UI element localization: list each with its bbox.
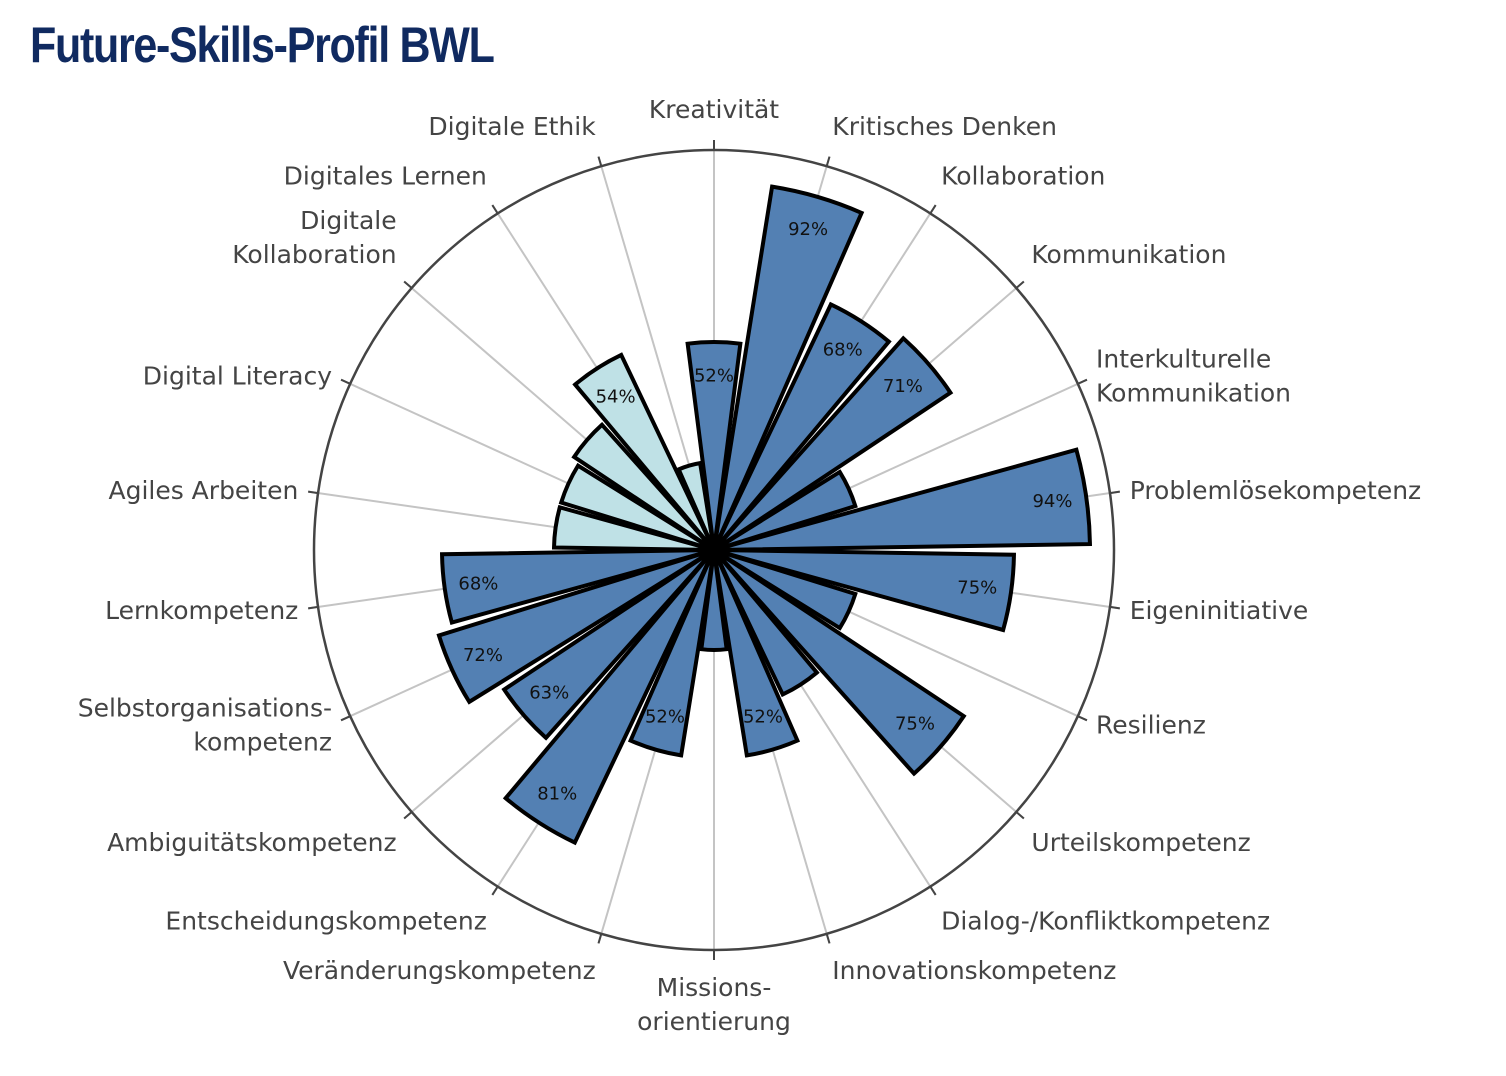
value-label-problemloesekompetenz: 94% [1032,491,1072,512]
value-label-innovationskompetenz: 52% [743,707,783,728]
bar-digitale-kollaboration [571,421,716,552]
tick-interkulturelle-kommunikation [1077,378,1088,385]
value-label-veraenderungskompetenz: 52% [645,707,685,728]
bar-kreativitaet [685,340,743,551]
category-label-urteilskompetenz: Urteilskompetenz [1031,828,1250,857]
value-label-kollaboration: 68% [823,339,863,360]
category-label-interkulturelle-kommunikation: Interkulturelle Kommunikation [1096,345,1291,408]
value-label-kritisches-denken: 92% [788,219,828,240]
bar-resilienz [712,548,858,631]
category-label-selbstorganisations-kompetenz: Selbstorganisations-kompetenz [78,694,332,757]
tick-digitale-ethik [597,156,603,167]
bar-problemloesekompetenz [713,447,1092,552]
tick-digital-literacy [340,378,351,385]
tick-eigeninitiative [1109,605,1120,610]
category-label-dialog-konfliktkompetenz: Dialog-/Konfliktkompetenz [941,906,1270,935]
category-label-innovationskompetenz: Innovationskompetenz [832,956,1116,985]
value-label-kommunikation: 71% [883,376,923,397]
value-label-lernkompetenz: 68% [458,573,498,594]
tick-digitale-kollaboration [403,280,413,289]
tick-dialog-konfliktkompetenz [929,885,937,896]
bar-veraenderungskompetenz [627,549,716,758]
bar-kommunikation [712,335,954,552]
tick-urteilskompetenz [1015,811,1025,820]
bar-urteilskompetenz [712,548,967,777]
category-label-digitale-kollaboration: Digitale Kollaboration [232,206,396,269]
tick-problemloesekompetenz [1109,490,1120,495]
tick-kommunikation [1015,280,1025,289]
category-label-problemloesekompetenz: Problemlösekompetenz [1130,476,1422,505]
category-labels: Kreativität Kritisches Denken Kollaboratio… [78,95,1421,1036]
value-label-entscheidungskompetenz: 81% [537,784,577,805]
category-label-digital-literacy: Digital Literacy [143,362,332,391]
tick-resilienz [1077,715,1088,722]
tick-agiles-arbeiten [308,490,319,495]
value-label-selbstorganisations-kompetenz: 72% [463,645,503,666]
bar-eigeninitiative [713,548,1016,633]
page-title: Future-Skills-Profil BWL [30,17,495,73]
category-label-agiles-arbeiten: Agiles Arbeiten [108,476,298,505]
bar-dialog-konfliktkompetenz [712,548,820,698]
center-hub [704,540,724,560]
bar-kollaboration [712,301,892,552]
category-label-digitale-ethik: Digitale Ethik [428,112,596,141]
bar-innovationskompetenz [712,549,801,758]
category-label-ambiguitaetskompetenz: Ambiguitätskompetenz [107,828,397,857]
category-label-missions-orientierung: Missions-orientierung [637,973,791,1036]
category-label-kreativitaet: Kreativität [649,95,779,124]
value-label-eigeninitiative: 75% [957,577,997,598]
category-label-veraenderungskompetenz: Veränderungskompetenz [283,956,596,985]
tick-veraenderungskompetenz [597,933,603,944]
bar-ambiguitaetskompetenz [501,548,716,741]
value-label-ambiguitaetskompetenz: 63% [529,682,569,703]
tick-lernkompetenz [308,605,319,610]
category-label-kritisches-denken: Kritisches Denken [832,112,1057,141]
category-label-digitales-lernen: Digitales Lernen [284,162,487,191]
category-label-entscheidungskompetenz: Entscheidungskompetenz [165,906,486,935]
bar-digitale-ethik [676,460,716,551]
value-label-digitales-lernen: 54% [596,386,636,407]
bar-missions-orientierung [699,549,729,652]
bar-digital-literacy [558,462,716,552]
bar-selbstorganisations-kompetenz [436,548,716,705]
bars [436,184,1092,846]
tick-kritisches-denken [825,156,831,167]
tick-entscheidungskompetenz [491,885,499,896]
tick-selbstorganisations-kompetenz [340,715,351,722]
category-label-lernkompetenz: Lernkompetenz [105,596,298,625]
bar-digitales-lernen [572,352,716,552]
bar-interkulturelle-kommunikation [712,469,858,552]
tick-innovationskompetenz [825,933,831,944]
category-label-kommunikation: Kommunikation [1031,240,1226,269]
category-label-kollaboration: Kollaboration [941,162,1105,191]
bar-entscheidungskompetenz [502,548,716,846]
value-label-kreativitaet: 52% [694,366,734,387]
outer-ring [312,148,1116,952]
bar-kritisches-denken [712,184,865,551]
tick-digitales-lernen [491,204,499,215]
value-labels: 52% 92% 68% 71% 94% 75% 75% 52% 52% 81% 63% 72% 68% 5… [458,219,1072,805]
tick-kollaboration [929,204,937,215]
bar-lernkompetenz [439,548,715,625]
tick-ambiguitaetskompetenz [403,811,413,820]
category-label-resilienz: Resilienz [1096,711,1206,740]
category-label-eigeninitiative: Eigeninitiative [1130,596,1309,625]
value-label-urteilskompetenz: 75% [895,714,935,735]
